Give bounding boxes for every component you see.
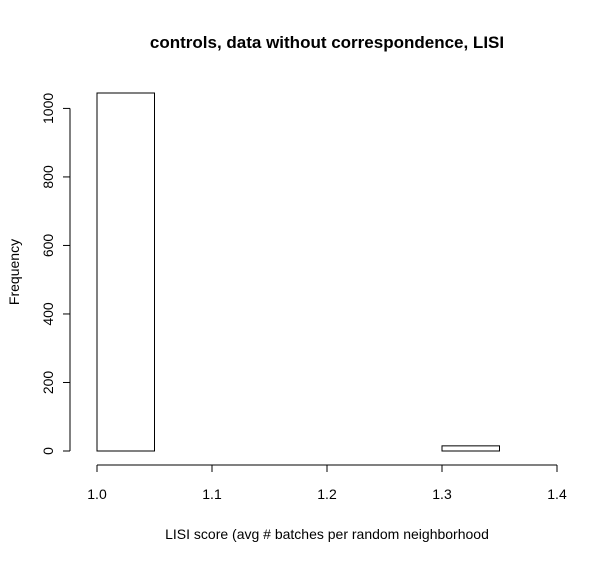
y-tick-label: 0 — [40, 447, 56, 455]
y-tick-label: 400 — [40, 302, 56, 326]
x-axis: 1.0 1.1 1.2 1.3 1.4 — [87, 464, 567, 502]
y-axis: 0 200 400 600 800 1000 — [40, 93, 71, 455]
y-tick-label: 600 — [40, 234, 56, 258]
x-axis-title: LISI score (avg # batches per random nei… — [165, 526, 489, 542]
x-tick-label: 1.0 — [87, 486, 107, 502]
histogram-bar — [96, 92, 155, 452]
y-tick-label: 200 — [40, 371, 56, 395]
histogram-bar — [441, 445, 500, 452]
chart-title: controls, data without correspondence, L… — [150, 33, 504, 52]
x-tick-label: 1.4 — [547, 486, 567, 502]
y-tick-label: 1000 — [40, 93, 56, 124]
y-tick-label: 800 — [40, 165, 56, 189]
x-tick-label: 1.2 — [317, 486, 337, 502]
x-tick-label: 1.1 — [202, 486, 222, 502]
histogram-bars — [96, 92, 500, 452]
x-tick-label: 1.3 — [432, 486, 452, 502]
y-axis-title: Frequency — [6, 239, 22, 305]
